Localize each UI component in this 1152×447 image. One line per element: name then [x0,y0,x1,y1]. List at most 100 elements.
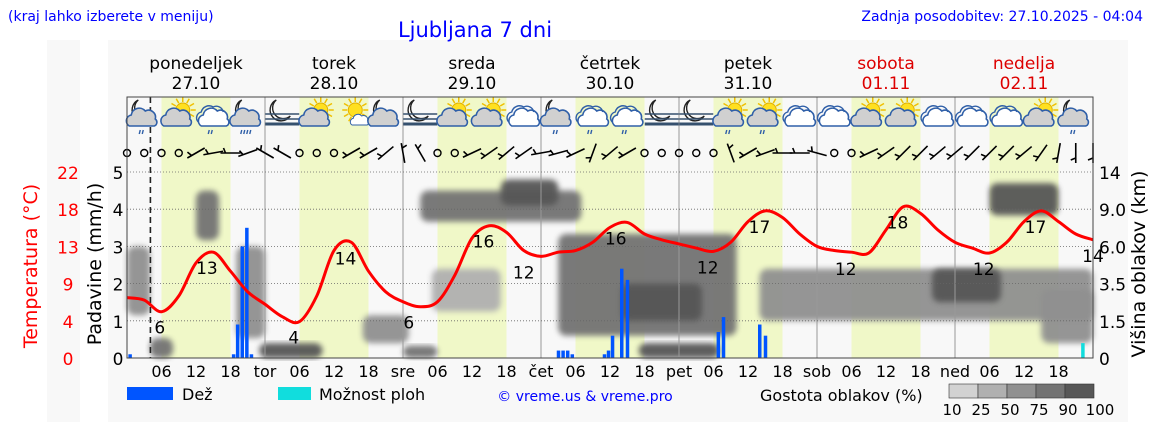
rain-bar [231,354,236,358]
barb-shaft [238,148,258,158]
cloud-icon [784,107,817,127]
sun-ray [327,102,333,107]
sun-ray [900,98,904,104]
barb-tick [1032,155,1039,158]
wind-barb-icon [911,145,929,161]
wind-barb-icon [1070,143,1077,163]
sun-ray [913,102,919,107]
weather-icons [125,97,1090,135]
cloud-blob [621,283,702,321]
hour-tick: 12 [462,362,482,381]
wind-barb-icon [859,148,879,158]
barb-tick [980,153,987,158]
temperature-line [126,204,1094,325]
barb-shaft [999,145,1015,161]
sun-ray [465,102,471,107]
wind-barb-icon [738,147,758,159]
rain-bar [565,350,570,358]
sun-ray [879,113,885,118]
day-date: 31.10 [724,74,773,94]
sun-ray [772,98,777,104]
barb-shaft [359,147,378,159]
hour-tick: 12 [600,362,620,381]
barb-shaft [273,147,292,159]
cloud-icon [125,107,158,127]
barb-tick [480,152,486,157]
sun-ray [775,113,781,118]
plot-frame [126,96,1094,359]
sun-ray [727,98,732,104]
hour-tick: 06 [841,362,861,381]
barb-tick [928,152,935,157]
barb-shaft [807,149,827,157]
temperature-label: 13 [196,259,218,279]
sun-ray [175,98,180,104]
raindrop [246,129,249,135]
rain-bar [620,268,624,358]
cloud-icon [746,107,779,127]
temperature-tick: 0 [63,350,74,370]
cloud-density-scale: 10 25 50 75 90 100 [942,383,1114,419]
wind-barb-icon [497,145,515,161]
temperature-tick: 22 [57,164,79,184]
moon-cloud-heavy-rain-icon [229,99,262,135]
cloud-icon [956,107,989,127]
moon-icon [683,99,705,122]
temperature-label: 6 [403,314,414,334]
rain-bar [128,354,132,358]
cloud-rain-icon [195,105,230,135]
sun-cloud-icon [298,97,334,127]
temperature-label: 17 [749,218,771,238]
sun-ray [910,98,915,104]
sun-ray [186,98,190,104]
barb-shaft [342,147,361,159]
cloud-icon [508,107,541,127]
barb-shaft [755,148,775,158]
cloud-blob [403,345,438,358]
barb-shaft [1034,144,1048,162]
barb-tick [810,146,813,152]
barb-tick [728,144,734,149]
barb-tick [462,150,469,156]
barb-tick [514,152,521,157]
wind-barb-icon [980,145,998,161]
barb-tick [549,149,555,155]
density-swatch [1035,383,1066,399]
barb-shaft [548,149,569,157]
barb-shaft [738,147,758,159]
cloud-icon [611,107,644,127]
wind-barb-icon [772,147,793,154]
barb-shaft [203,150,224,156]
barb-shaft [726,143,735,163]
rain-bar [235,324,240,358]
cloud-icon [436,107,469,127]
precipitation-axis-label: Padavine (mm/h) [84,183,106,346]
wind-barb-icon [462,148,482,158]
moon-fog-icon [403,99,438,126]
density-level-label: 50 [1000,401,1019,419]
wind-barb-icon [946,145,964,161]
credit-link[interactable]: © vreme.us & vreme.pro [497,389,672,405]
cloud-height-tick: 14 [1099,164,1121,184]
wind-calm-icon [830,148,839,158]
wind-barb-icon [414,143,426,163]
raindrop [243,129,246,135]
rain-bar [240,246,244,358]
wind-calm-icon [295,148,304,158]
day-date: 30.10 [586,74,635,94]
wind-calm-icon [657,148,666,158]
moon-icon [648,99,671,122]
cloud-blob [759,268,1093,321]
cloud-icon [818,107,851,127]
wind-barb-icon [789,147,810,154]
wind-barb-icon [726,143,735,163]
sun-ray [313,98,318,104]
wind-barb-icon [601,145,619,161]
barb-tick [1015,152,1021,157]
barb-tick [946,152,952,157]
cloud-blob [1041,289,1093,344]
wind-barb-icon [400,143,408,163]
